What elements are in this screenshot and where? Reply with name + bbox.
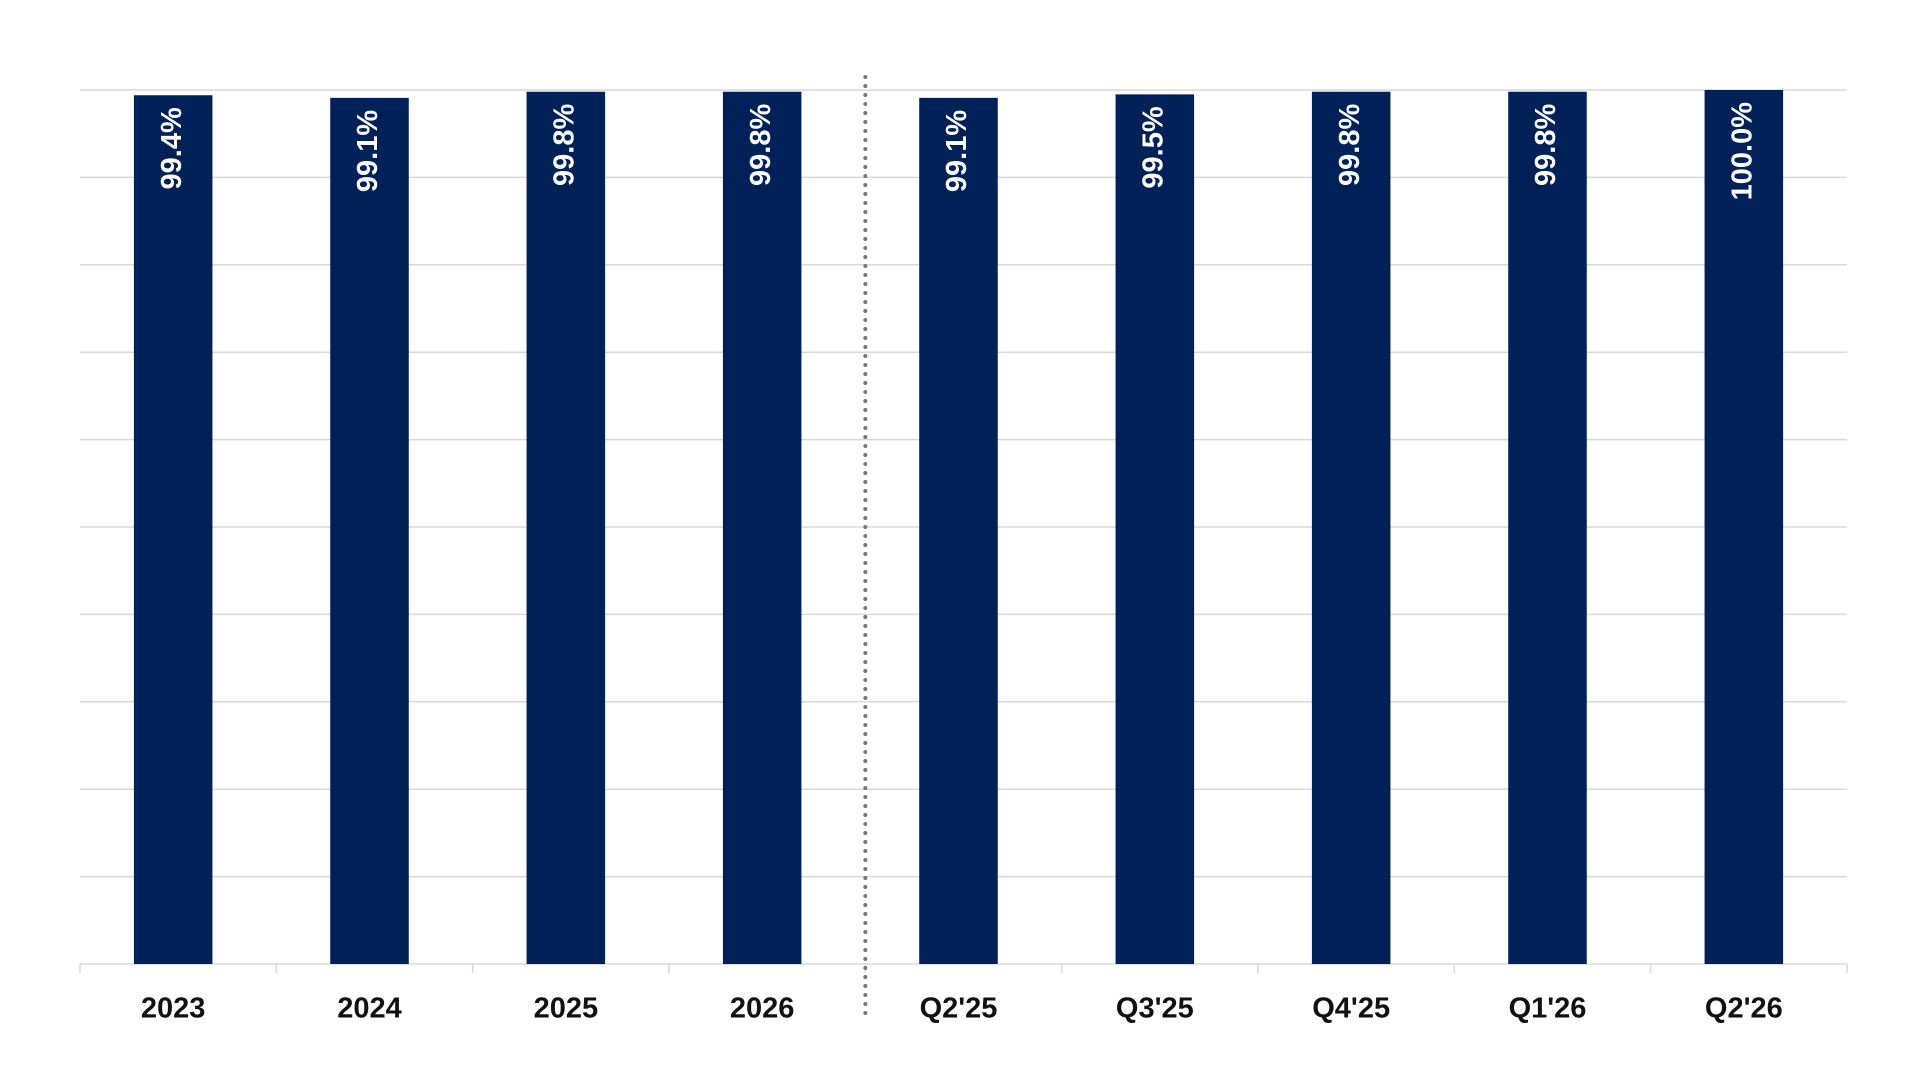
bar xyxy=(1508,91,1587,965)
bar xyxy=(1704,90,1784,964)
bar xyxy=(1311,91,1391,965)
value-label: 99.1% xyxy=(352,110,384,192)
x-tick-label: Q1'26 xyxy=(1509,993,1587,1025)
bar xyxy=(1115,94,1195,965)
bar xyxy=(526,91,606,965)
x-tick-label: 2025 xyxy=(534,993,599,1025)
value-label: 99.8% xyxy=(1334,104,1366,186)
bar xyxy=(919,97,998,965)
x-tick-label: 2024 xyxy=(337,993,402,1025)
value-label: 99.8% xyxy=(1530,104,1562,186)
x-tick-label: Q3'25 xyxy=(1116,993,1194,1025)
value-label: 99.5% xyxy=(1137,106,1169,188)
bar xyxy=(133,95,213,964)
value-label: 99.4% xyxy=(156,107,188,189)
bar xyxy=(330,97,409,965)
x-tick-label: 2023 xyxy=(141,993,206,1025)
x-tick-label: Q2'25 xyxy=(920,993,998,1025)
value-label: 99.1% xyxy=(941,110,973,192)
x-tick-label: 2026 xyxy=(730,993,795,1025)
x-tick-label: Q4'25 xyxy=(1312,993,1390,1025)
bar xyxy=(722,91,802,965)
value-label: 99.8% xyxy=(745,104,777,186)
x-tick-label: Q2'26 xyxy=(1705,993,1783,1025)
value-label: 99.8% xyxy=(548,104,580,186)
value-label: 100.0% xyxy=(1726,102,1758,201)
